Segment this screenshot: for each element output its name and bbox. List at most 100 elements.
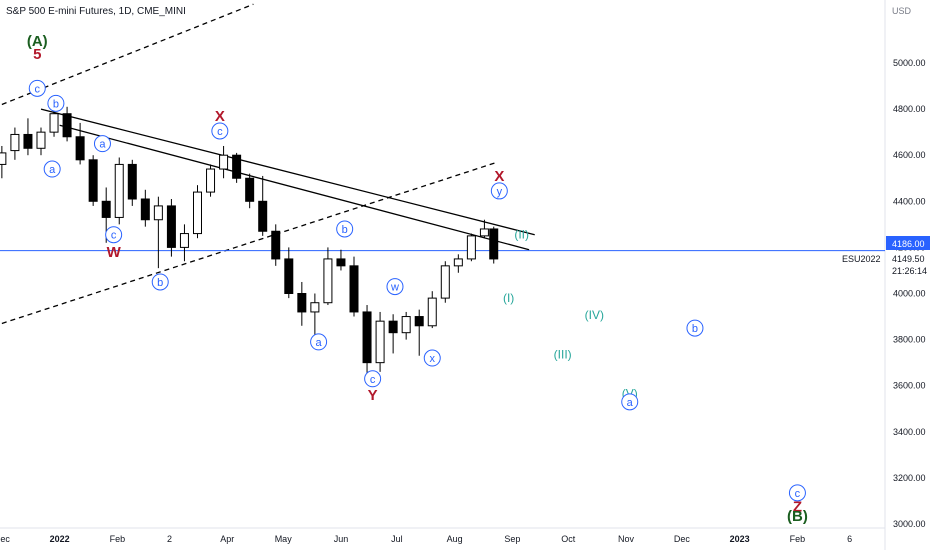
candle-body: [127, 163, 137, 200]
candles: [0, 106, 499, 377]
price-axis-ticks: 5000.004800.004600.004400.004200.004000.…: [893, 58, 926, 529]
candle-body: [414, 316, 424, 327]
wave-label: c: [111, 230, 117, 242]
countdown-label: 21:26:14: [892, 266, 927, 276]
wave-label: a: [316, 337, 323, 349]
wave-label: (IV): [585, 308, 604, 322]
price-tick-label: 3400.00: [893, 427, 926, 437]
candle-body: [49, 113, 59, 133]
wave-label-circle: [621, 393, 639, 411]
candle-body: [336, 258, 346, 267]
time-tick-label: 6: [847, 534, 852, 544]
wave-label-circle: [364, 370, 382, 388]
candle-body: [349, 265, 359, 313]
candle-body: [192, 191, 202, 235]
candle-body: [23, 133, 33, 149]
time-tick-label: Dec: [674, 534, 691, 544]
wave-label: a: [49, 164, 56, 176]
chart-title: S&P 500 E-mini Futures, 1D, CME_MINI: [6, 6, 186, 17]
time-tick-label: 2022: [50, 534, 70, 544]
wave-label-circle: [47, 94, 65, 112]
candle-body: [153, 205, 163, 221]
wave-label: b: [53, 98, 59, 110]
wave-label-circle: [310, 333, 328, 351]
wave-label: (III): [554, 347, 572, 361]
wave-label: a: [99, 139, 106, 151]
last-close-label: 4149.50: [892, 254, 925, 264]
wave-label-circle: [28, 79, 46, 97]
price-tick-label: 3000.00: [893, 519, 926, 529]
resistance-trendline: [40, 108, 535, 236]
candle-body: [323, 258, 333, 304]
wave-label: Y: [368, 387, 378, 404]
wave-label: X: [494, 168, 504, 185]
time-tick-label: Sep: [504, 534, 520, 544]
wave-label-circle: [336, 220, 354, 238]
candle-body: [401, 316, 411, 334]
wave-label: Z: [793, 499, 802, 516]
candle-body: [206, 168, 216, 193]
candle-body: [258, 200, 268, 232]
time-tick-label: Oct: [561, 534, 576, 544]
candle-body: [362, 311, 372, 364]
wave-label: w: [390, 282, 399, 294]
wave-label: c: [370, 374, 376, 386]
price-tick-label: 3600.00: [893, 381, 926, 391]
candle-body: [453, 258, 463, 267]
current-price-label: 4186.00: [892, 239, 925, 249]
time-tick-label: Feb: [790, 534, 806, 544]
candle-body: [114, 163, 124, 218]
wave-label-circle: [386, 278, 404, 296]
candle-body: [245, 177, 255, 202]
candle-body: [10, 133, 20, 152]
price-tick-label: 4400.00: [893, 196, 926, 206]
time-tick-label: May: [275, 534, 293, 544]
wave-annotations: (A)5cbaacWbXcbwaxcYXy(II)(I)(IV)(III)(V)…: [27, 33, 808, 525]
wave-label-circle: [105, 226, 123, 244]
candle-body: [375, 320, 385, 364]
wave-label: (B): [787, 508, 808, 525]
candle-body: [232, 154, 242, 179]
candle-body: [427, 297, 437, 327]
candle-body: [140, 198, 150, 221]
candle-body: [297, 293, 307, 313]
candle-body: [271, 230, 281, 260]
wave-label: (II): [514, 228, 529, 242]
wave-label: W: [107, 244, 122, 261]
wave-label: X: [215, 108, 225, 125]
currency-label: USD: [892, 6, 912, 16]
wave-label: a: [627, 397, 634, 409]
candle-body: [284, 258, 294, 294]
wave-label: b: [692, 323, 698, 335]
candle-body: [219, 154, 229, 170]
wave-label-circle: [686, 319, 704, 337]
channel-dashed-line: [1, 161, 498, 325]
time-tick-label: Jun: [334, 534, 349, 544]
time-tick-label: Jul: [391, 534, 403, 544]
wave-label-circle: [788, 484, 806, 502]
candle-body: [166, 205, 176, 248]
wave-label: c: [35, 83, 41, 95]
candle-body: [101, 200, 111, 218]
wave-label-circle: [423, 349, 441, 367]
candle-body: [0, 152, 7, 165]
wave-label-circle: [151, 273, 169, 291]
candle-body: [388, 320, 398, 334]
current-price-badge: [886, 236, 930, 250]
candle-body: [179, 233, 189, 248]
wave-label-circle: [93, 135, 111, 153]
price-tick-label: 3800.00: [893, 335, 926, 345]
wave-label: y: [497, 186, 503, 198]
candle-body: [62, 113, 72, 138]
wave-label: 5: [33, 46, 41, 63]
wave-label: b: [342, 224, 348, 236]
wave-label: b: [157, 277, 163, 289]
wave-label-circle: [43, 160, 61, 178]
candle-body: [88, 159, 98, 202]
candle-body: [36, 131, 46, 149]
candle-body: [75, 136, 85, 161]
candle-body: [440, 265, 450, 299]
time-tick-label: Dec: [0, 534, 10, 544]
